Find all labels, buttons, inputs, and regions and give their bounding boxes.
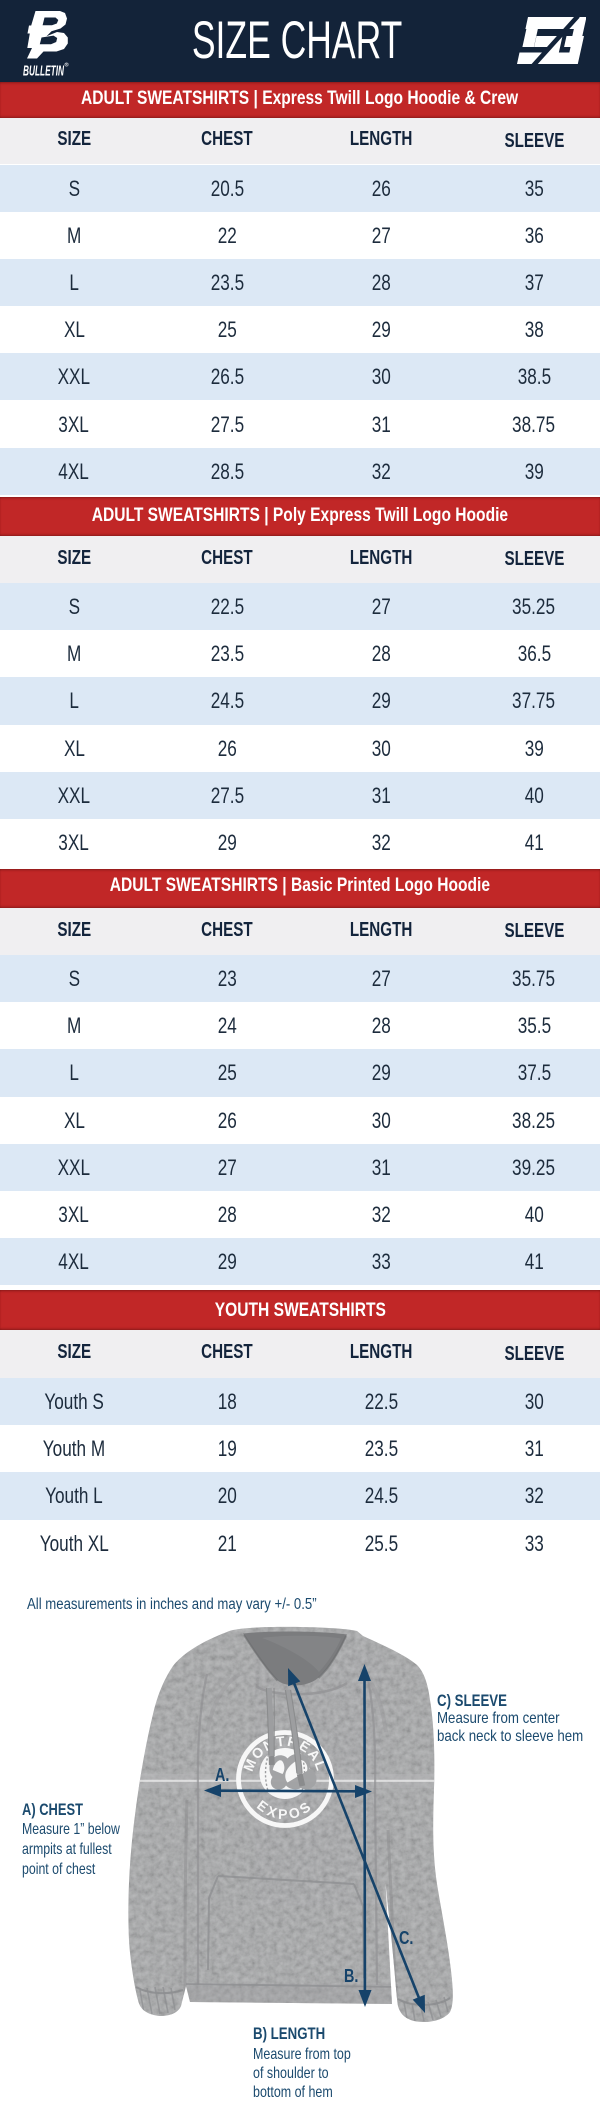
svg-text:®: ® [65,62,69,69]
svg-text:BULLETIN: BULLETIN [23,64,64,80]
